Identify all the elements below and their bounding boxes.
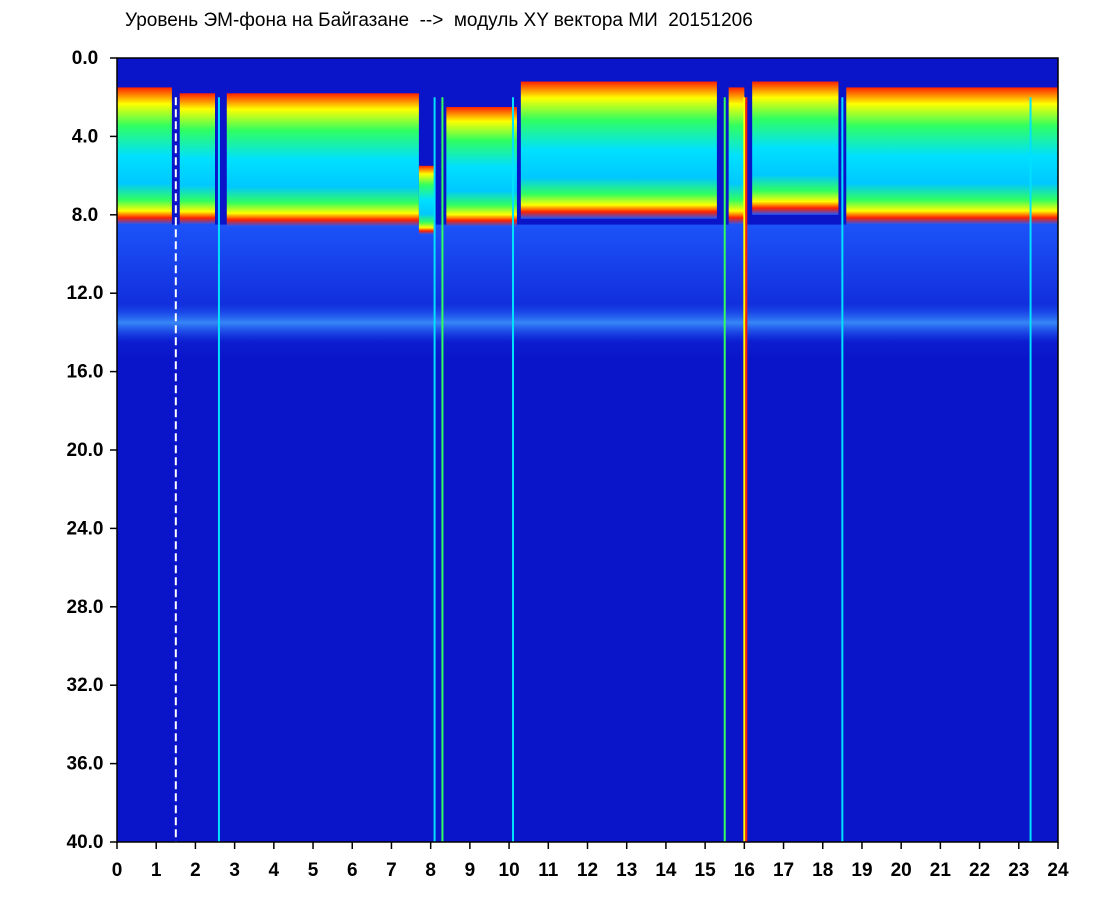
y-tick-label: 12.0 <box>67 283 104 304</box>
y-tick-label: 4.0 <box>72 126 98 147</box>
x-tick-label: 16 <box>734 860 755 881</box>
x-tick-label: 13 <box>616 860 637 881</box>
high-level-band-segment-3 <box>418 165 435 235</box>
high-level-band-segment-0 <box>117 87 172 225</box>
x-tick-label: 1 <box>151 860 162 881</box>
high-level-band-segment-1 <box>179 93 216 225</box>
x-tick-label: 24 <box>1047 860 1069 881</box>
x-tick-label: 6 <box>347 860 358 881</box>
x-tick-label: 14 <box>655 860 677 881</box>
y-tick-label: 40.0 <box>67 832 104 853</box>
y-tick-label: 20.0 <box>67 440 104 461</box>
high-level-band-segment-6 <box>728 87 745 225</box>
x-tick-label: 2 <box>190 860 201 881</box>
x-tick-label: 4 <box>269 860 280 881</box>
y-tick-label: 32.0 <box>67 675 104 696</box>
high-level-band-segment-5 <box>520 81 717 219</box>
x-tick-label: 9 <box>465 860 476 881</box>
x-tick-label: 10 <box>499 860 520 881</box>
high-level-band-segment-7 <box>752 81 839 215</box>
x-tick-label: 20 <box>891 860 912 881</box>
x-tick-label: 7 <box>386 860 397 881</box>
y-tick-label: 36.0 <box>67 754 104 775</box>
y-tick-label: 8.0 <box>72 205 98 226</box>
high-level-band-segment-2 <box>226 93 419 227</box>
y-tick-label: 24.0 <box>67 518 104 539</box>
x-tick-label: 12 <box>577 860 598 881</box>
x-tick-label: 3 <box>229 860 240 881</box>
x-tick-label: 15 <box>695 860 717 881</box>
x-tick-label: 22 <box>969 860 990 881</box>
x-tick-label: 11 <box>538 860 559 881</box>
chart-title: Уровень ЭМ-фона на Байгазане --> модуль … <box>125 10 753 31</box>
y-tick-label: 0.0 <box>72 48 98 69</box>
y-tick-label: 28.0 <box>67 597 104 618</box>
high-level-band-segment-4 <box>446 107 517 227</box>
x-tick-label: 23 <box>1008 860 1029 881</box>
x-tick-label: 0 <box>112 860 123 881</box>
x-tick-label: 18 <box>812 860 833 881</box>
secondary-band <box>117 303 1058 343</box>
high-level-band-segment-8 <box>846 87 1058 225</box>
y-tick-label: 16.0 <box>67 362 104 383</box>
x-tick-label: 8 <box>425 860 436 881</box>
x-tick-label: 17 <box>773 860 794 881</box>
x-tick-label: 21 <box>930 860 952 881</box>
x-tick-label: 19 <box>851 860 872 881</box>
x-tick-label: 5 <box>308 860 319 881</box>
